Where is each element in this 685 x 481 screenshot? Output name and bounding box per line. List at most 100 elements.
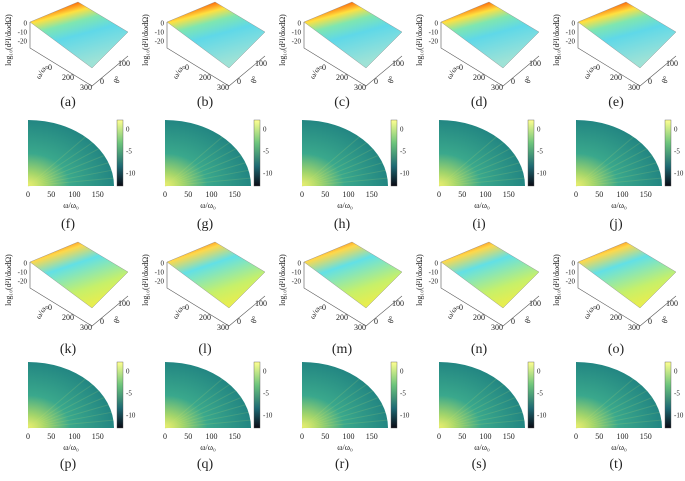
x-axis-label: ω/ω₀	[611, 201, 627, 210]
omega-tick-label: 200	[336, 73, 348, 82]
streak	[301, 390, 374, 429]
colorbar-tick-label: -10	[400, 170, 410, 178]
streak	[27, 390, 100, 429]
theta-tick-label: 0	[511, 317, 515, 326]
panel-label: (b)	[197, 95, 214, 110]
x-tick-label: 0	[163, 432, 167, 441]
x-tick-label: 50	[47, 432, 55, 441]
omega-tick-label: 300	[354, 83, 366, 92]
colorbar-tick-label: 0	[263, 126, 267, 134]
streak	[164, 397, 242, 429]
omega-tick-label: 300	[491, 323, 503, 332]
omega-tick-label: 300	[217, 323, 229, 332]
colorbar-tick-label: -10	[263, 170, 273, 178]
omega-tick-label: 200	[610, 73, 622, 82]
x-axis-label: ω/ω₀	[63, 201, 79, 210]
x-tick-label: 50	[595, 190, 603, 199]
x-tick-label: 50	[47, 190, 55, 199]
omega-tick-label: 0	[459, 63, 463, 72]
streak	[575, 155, 653, 187]
x-tick-label: 0	[300, 432, 304, 441]
streak	[27, 397, 105, 429]
colorbar-tick-label: -5	[674, 148, 680, 156]
streak	[575, 142, 641, 187]
omega-axis-label: ω/ω₀	[171, 303, 187, 321]
omega-tick-label: 300	[628, 83, 640, 92]
streak	[438, 177, 525, 187]
theta-tick-label: 0	[374, 77, 378, 86]
streak	[438, 169, 523, 187]
z-axis-label: log₁₀(d²I/dωdΩ)	[552, 254, 561, 306]
surface	[166, 1, 266, 69]
omega-axis-label: ω/ω₀	[308, 63, 324, 81]
omega-tick-label: 300	[354, 323, 366, 332]
panel-label: (j)	[609, 217, 623, 232]
omega-tick-label: 300	[80, 323, 92, 332]
x-tick-label: 100	[342, 432, 354, 441]
streak	[438, 378, 497, 429]
colorbar-tick-label: -5	[537, 148, 543, 156]
x-axis-label: ω/ω₀	[200, 443, 216, 452]
streak	[27, 169, 112, 187]
streak	[301, 155, 379, 187]
theta-tick-label: 0	[100, 77, 104, 86]
panel-label: (p)	[60, 457, 77, 472]
colorbar-tick-label: -5	[537, 390, 543, 398]
heatmap	[28, 120, 114, 186]
theta-axis-label: θ°	[112, 75, 123, 85]
axis-box	[440, 262, 540, 327]
theta-axis-label: θ°	[112, 315, 123, 325]
streak	[301, 378, 360, 429]
theta-tick-label: 0	[648, 317, 652, 326]
surface	[29, 241, 129, 309]
surface	[440, 1, 540, 69]
z-tick-label: -10	[155, 269, 165, 277]
x-tick-label: 50	[321, 190, 329, 199]
omega-axis-label: ω/ω₀	[171, 63, 187, 81]
z-tick-label: -10	[155, 29, 165, 37]
z-tick-label: 0	[161, 20, 165, 28]
x-tick-label: 150	[92, 190, 104, 199]
z-tick-label: 0	[435, 260, 439, 268]
theta-tick-label: 0	[237, 77, 241, 86]
theta-axis-label: θ°	[249, 315, 260, 325]
theta-tick-label: 100	[392, 59, 404, 68]
omega-tick-label: 0	[322, 303, 326, 312]
streak	[27, 155, 105, 187]
axis-box	[29, 262, 129, 327]
theta-tick-label: 100	[529, 299, 541, 308]
streak	[164, 390, 237, 429]
heatmap	[302, 120, 388, 186]
theta-tick-label: 0	[100, 317, 104, 326]
colorbar-tick-label: -10	[537, 412, 547, 420]
x-tick-label: 150	[366, 190, 378, 199]
z-tick-label: -20	[292, 278, 302, 286]
colorbar-tick-label: 0	[537, 368, 541, 376]
theta-axis-label: θ°	[249, 75, 260, 85]
colorbar	[527, 361, 535, 429]
streak	[27, 384, 93, 429]
theta-tick-label: 100	[255, 299, 267, 308]
colorbar	[664, 119, 672, 187]
axis-box	[166, 262, 266, 327]
x-tick-label: 150	[503, 190, 515, 199]
theta-tick-label: 100	[118, 299, 130, 308]
omega-axis-label: ω/ω₀	[34, 303, 50, 321]
z-axis-label: log₁₀(d²I/dωdΩ)	[278, 254, 287, 306]
streak	[301, 411, 386, 429]
z-tick-label: 0	[298, 260, 302, 268]
x-tick-label: 100	[68, 190, 80, 199]
axis-box	[577, 22, 677, 87]
streak	[438, 411, 523, 429]
streak	[438, 136, 497, 187]
colorbar-tick-label: 0	[537, 126, 541, 134]
axis-box	[29, 22, 129, 87]
colorbar	[390, 361, 398, 429]
panel-label: (r)	[335, 457, 349, 472]
omega-tick-label: 0	[48, 63, 52, 72]
heatmap	[165, 120, 251, 186]
omega-tick-label: 0	[596, 63, 600, 72]
omega-tick-label: 300	[491, 83, 503, 92]
streak	[575, 162, 657, 187]
streak	[27, 148, 100, 187]
